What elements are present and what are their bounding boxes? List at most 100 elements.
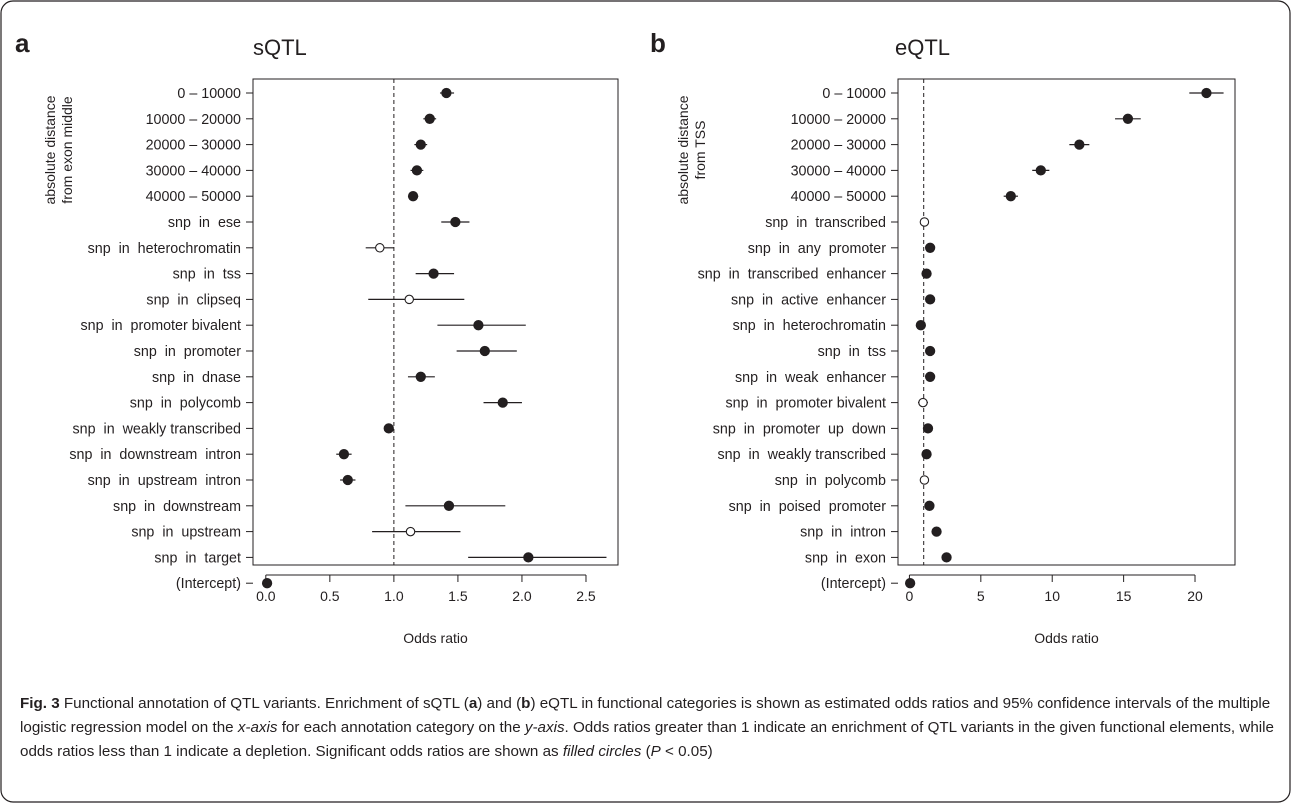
estimate-point-significant	[443, 500, 455, 511]
x-axis-label: Odds ratio	[1034, 630, 1099, 646]
category-label: snp in target	[154, 550, 241, 566]
category-label: snp in poised promoter	[729, 499, 887, 515]
x-tick-label: 1.5	[448, 588, 468, 604]
estimate-point-significant	[342, 474, 353, 486]
estimate-point-nonsignificant	[919, 217, 930, 227]
caption-text-5: . Odds ratios greater than 1 indicate an…	[20, 719, 1274, 760]
estimate-point-significant	[924, 345, 936, 357]
panel-letter: b	[650, 28, 666, 58]
x-tick-label: 2.5	[576, 588, 596, 604]
panel-b: b eQTL absolute distancefrom TSS 0 5 10 15 20 Od…	[650, 28, 1236, 646]
category-label: snp in weakly transcribed	[718, 447, 887, 463]
caption-panel-b: b	[521, 695, 531, 712]
caption-filled-circles: filled circles	[562, 743, 642, 760]
chart-title: sQTL	[253, 35, 307, 60]
caption-label: Fig. 3	[20, 695, 60, 712]
estimate-point-significant	[428, 268, 439, 279]
category-label: snp in transcribed	[765, 215, 886, 231]
category-label: 40000 – 50000	[146, 189, 241, 205]
estimate-point-significant	[441, 87, 452, 99]
estimate-point-significant	[1005, 191, 1016, 202]
estimate-point-significant	[924, 242, 936, 253]
chart-title: eQTL	[895, 35, 950, 60]
category-label: snp in promoter bivalent	[725, 396, 886, 412]
y-axis-label-line: absolute distance	[675, 95, 691, 204]
x-tick-label: 15	[1116, 588, 1132, 604]
category-label: snp in clipseq	[146, 292, 241, 308]
category-label: 0 – 10000	[822, 86, 886, 102]
category-label: snp in downstream intron	[69, 447, 241, 463]
category-label: snp in upstream	[131, 525, 241, 541]
figure-caption: Fig. 3 Functional annotation of QTL vari…	[20, 692, 1282, 764]
estimate-point-significant	[931, 526, 942, 537]
estimate-point-significant	[921, 449, 932, 460]
estimate-point-significant	[921, 268, 932, 279]
x-axis-label: Odds ratio	[403, 630, 468, 646]
caption-text-3: ) eQTL in functional categories is shown…	[20, 695, 1271, 736]
caption-y-axis: y-axis	[524, 719, 565, 736]
x-tick-label: 5	[977, 588, 985, 604]
x-tick-label: 1.0	[384, 588, 404, 604]
x-tick-label: 20	[1187, 588, 1203, 604]
category-label: 10000 – 20000	[791, 112, 886, 128]
estimate-point-significant	[523, 552, 534, 563]
caption-text-1: Functional annotation of QTL variants. E…	[59, 695, 469, 712]
estimate-point-significant	[1122, 113, 1134, 124]
category-label: 40000 – 50000	[791, 189, 886, 205]
caption-p-variable: P	[650, 743, 661, 760]
estimate-point-significant	[479, 345, 490, 357]
estimate-point-significant	[1074, 139, 1085, 150]
category-label: snp in downstream	[113, 499, 241, 515]
category-label: snp in tss	[173, 267, 241, 283]
y-axis-label: absolute distancefrom TSS	[675, 95, 708, 204]
category-label: snp in polycomb	[130, 396, 241, 412]
estimate-point-nonsignificant	[919, 475, 930, 485]
category-label: snp in transcribed enhancer	[698, 267, 887, 283]
x-tick-label: 10	[1044, 588, 1060, 604]
category-label: snp in exon	[805, 550, 886, 566]
estimate-point-nonsignificant	[404, 294, 414, 305]
category-label: snp in heterochromatin	[88, 241, 241, 257]
category-label: snp in upstream intron	[88, 473, 241, 489]
estimate-point-significant	[924, 371, 936, 382]
estimate-point-significant	[497, 397, 508, 408]
category-label: snp in polycomb	[775, 473, 886, 489]
caption-text-7: < 0.05)	[660, 743, 713, 760]
estimate-point-significant	[415, 139, 426, 150]
forest-plot-figure: a sQTL absolute distancefrom exon middle 0.…	[15, 28, 1236, 646]
caption-text-6: (	[641, 743, 651, 760]
estimate-point-nonsignificant	[405, 526, 416, 537]
category-label: snp in weak enhancer	[735, 370, 886, 386]
category-label: 30000 – 40000	[791, 163, 886, 179]
category-label: snp in any promoter	[748, 241, 887, 257]
estimate-point-significant	[338, 449, 350, 460]
caption-text-4: for each annotation category on the	[277, 719, 525, 736]
caption-text-2: ) and (	[477, 695, 522, 712]
category-label: 20000 – 30000	[146, 138, 241, 154]
estimate-point-significant	[1035, 165, 1046, 176]
x-tick-label: 0.0	[256, 588, 276, 604]
estimate-point-significant	[1201, 87, 1212, 99]
x-tick-label: 0.5	[320, 588, 340, 604]
y-axis-label: absolute distancefrom exon middle	[42, 95, 75, 204]
estimate-point-significant	[941, 552, 952, 563]
x-tick-label: 0	[906, 588, 914, 604]
category-label: snp in promoter up down	[713, 421, 886, 437]
category-label: (Intercept)	[821, 576, 886, 592]
category-label: 10000 – 20000	[146, 112, 241, 128]
category-label: snp in heterochromatin	[733, 318, 886, 334]
panel-letter: a	[15, 28, 30, 58]
estimate-point-significant	[924, 500, 935, 511]
category-label: snp in tss	[818, 344, 886, 360]
estimate-point-significant	[450, 216, 461, 228]
category-label: (Intercept)	[176, 576, 241, 592]
estimate-point-significant	[424, 113, 435, 124]
category-label: snp in ese	[168, 215, 241, 231]
y-axis-label-line: from TSS	[692, 121, 708, 180]
category-label: snp in promoter bivalent	[80, 318, 241, 334]
y-axis-label-line: absolute distance	[42, 95, 58, 204]
plot-box	[897, 78, 1236, 566]
caption-panel-a: a	[468, 695, 478, 712]
x-tick-label: 2.0	[512, 588, 532, 604]
